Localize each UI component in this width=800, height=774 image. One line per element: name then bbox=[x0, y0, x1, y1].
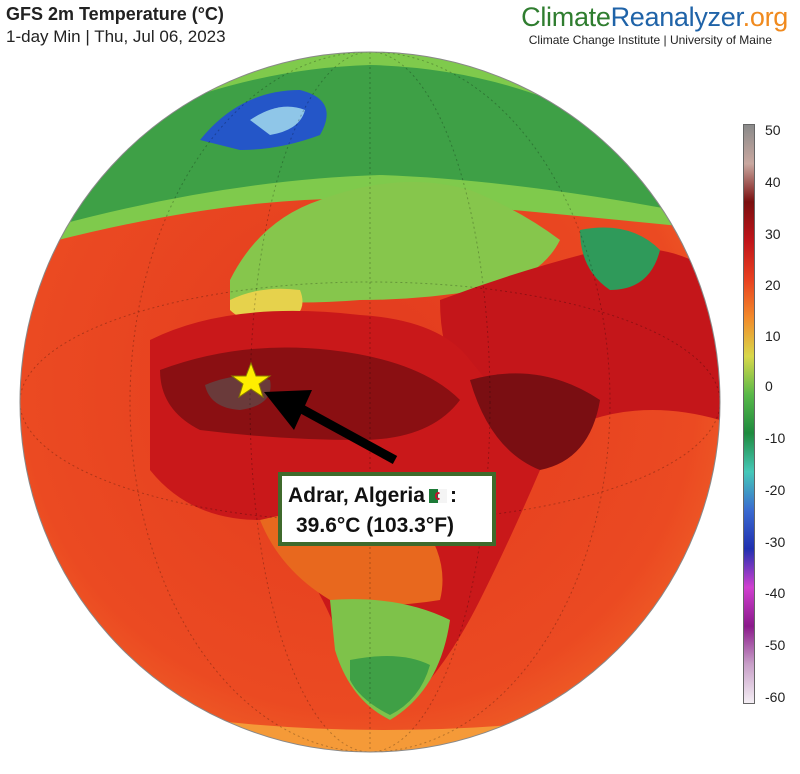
brand-part-reanalyzer: Reanalyzer bbox=[610, 2, 743, 32]
colorbar-tick: -60 bbox=[765, 689, 786, 705]
colorbar-tick: 0 bbox=[765, 378, 773, 394]
arctic-ice bbox=[250, 106, 305, 135]
brand-part-climate: Climate bbox=[521, 2, 611, 32]
colorbar-tick: 50 bbox=[765, 122, 781, 138]
location-callout: Adrar, Algeria: 39.6°C (103.3°F) bbox=[278, 472, 496, 546]
callout-location: Adrar, Algeria bbox=[288, 484, 425, 507]
colorbar bbox=[743, 124, 755, 704]
colorbar-tick: -10 bbox=[765, 430, 786, 446]
colorbar-tick: -50 bbox=[765, 637, 786, 653]
algeria-flag-icon bbox=[428, 489, 447, 503]
colorbar-tick: -20 bbox=[765, 482, 786, 498]
globe-outline bbox=[19, 51, 721, 753]
colorbar-tick: 20 bbox=[765, 277, 781, 293]
brand-logo[interactable]: ClimateReanalyzer.org bbox=[521, 2, 788, 33]
colorbar-tick: 10 bbox=[765, 328, 781, 344]
caucasus-cool bbox=[580, 227, 660, 290]
colorbar-tick: 30 bbox=[765, 226, 781, 242]
colorbar-tick: -40 bbox=[765, 585, 786, 601]
north-green bbox=[40, 65, 700, 230]
colorbar-tick: -30 bbox=[765, 534, 786, 550]
star-marker bbox=[230, 361, 272, 399]
brand-part-org: .org bbox=[742, 2, 789, 32]
callout-value: 39.6°C (103.3°F) bbox=[296, 514, 455, 537]
colorbar-tick: 40 bbox=[765, 174, 781, 190]
callout-colon: : bbox=[449, 484, 457, 507]
arrow-head bbox=[264, 390, 312, 430]
brand-tagline: Climate Change Institute | University of… bbox=[528, 33, 772, 47]
arabia-hot bbox=[470, 373, 600, 470]
arrow-shaft bbox=[297, 404, 398, 464]
page-subtitle: 1-day Min | Thu, Jul 06, 2023 bbox=[6, 27, 226, 46]
europe-land bbox=[230, 182, 560, 303]
page-title: GFS 2m Temperature (°C) bbox=[6, 4, 224, 24]
south-africa-green bbox=[350, 656, 430, 715]
